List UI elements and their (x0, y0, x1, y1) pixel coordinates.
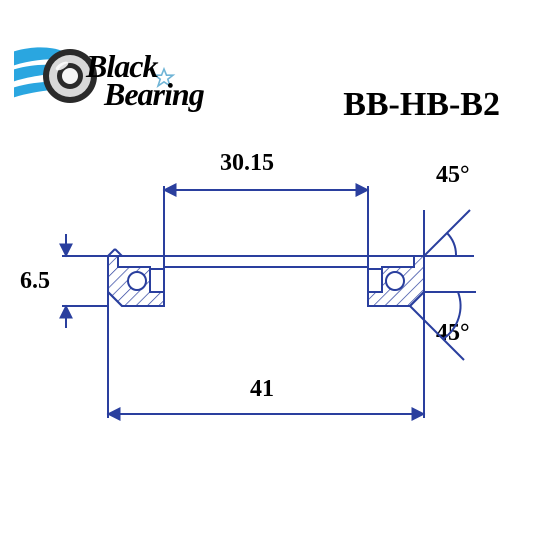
dim-angle-top (424, 210, 474, 256)
dim-line-inner-diameter (164, 186, 368, 256)
dim-height: 6.5 (20, 268, 50, 295)
dim-angle-top: 45° (436, 162, 470, 189)
brand-name-line2: Bearing (104, 76, 204, 113)
brand-logo: Black Bearing (14, 30, 244, 125)
section-inner-race (164, 256, 368, 267)
section-left-cell (108, 256, 164, 306)
dim-inner-diameter: 30.15 (220, 150, 274, 177)
dim-outer-diameter: 41 (250, 376, 274, 403)
dim-angle-bottom: 45° (436, 320, 470, 347)
dim-line-height (62, 234, 108, 328)
section-right-cell (368, 256, 424, 306)
part-number: BB-HB-B2 (343, 86, 500, 124)
